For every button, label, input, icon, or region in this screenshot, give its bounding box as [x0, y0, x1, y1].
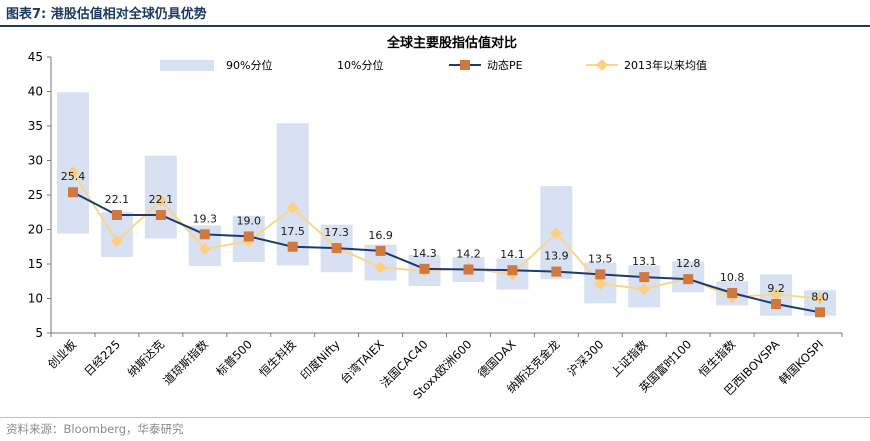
y-tick-label: 35 [28, 119, 43, 133]
percentile-band [56, 92, 89, 234]
x-tick-label: 纳斯达克 [125, 337, 168, 380]
x-tick-label: 日经225 [81, 337, 123, 379]
avg-point [814, 292, 827, 305]
pe-data-label: 17.3 [324, 226, 349, 239]
avg-point [66, 166, 79, 179]
avg-point [550, 226, 563, 239]
pe-point [67, 187, 78, 198]
x-tick-label: 道琼斯指数 [160, 337, 211, 388]
pe-point [155, 210, 166, 221]
pe-point [375, 245, 386, 256]
pe-point [111, 210, 122, 221]
avg-point [374, 261, 387, 274]
y-tick-label: 40 [28, 85, 43, 99]
pe-point [463, 264, 474, 275]
avg-point [638, 282, 651, 295]
pe-data-label: 14.3 [412, 247, 437, 260]
y-tick-label: 10 [28, 292, 43, 306]
y-tick-label: 5 [35, 326, 43, 340]
x-tick-label: 德国DAX [475, 337, 519, 381]
legend-label-10pct: 10%分位 [337, 58, 383, 72]
pe-point [771, 299, 782, 310]
avg-point [770, 288, 783, 301]
avg-series [66, 166, 827, 305]
pe-data-label: 14.1 [500, 248, 525, 261]
y-tick-label: 15 [28, 257, 43, 271]
figure-heading: 图表7: 港股估值相对全球仍具优势 [6, 7, 207, 22]
avg-point [286, 202, 299, 215]
pe-point [815, 307, 826, 318]
pe-point [199, 229, 210, 240]
pe-data-label: 19.0 [237, 214, 262, 227]
y-tick-label: 25 [28, 188, 43, 202]
pe-point [419, 263, 430, 274]
legend-avg-marker [596, 59, 608, 71]
pe-data-label: 19.3 [193, 212, 218, 225]
x-tick-label: 沪深300 [565, 337, 607, 379]
x-tick-label: 印度Nifty [298, 337, 343, 382]
avg-point [198, 242, 211, 255]
pe-point [243, 231, 254, 242]
x-tick-label: 上证指数 [608, 337, 651, 380]
pe-data-label: 10.8 [720, 271, 745, 284]
pe-comparison-chart: 全球主要股指估值对比 90%分位 10%分位 动态PE 2013年以来均值 5 1… [28, 35, 843, 402]
pe-data-label: 8.0 [811, 290, 829, 303]
y-tick-label: 20 [28, 223, 43, 237]
x-tick-label: 创业板 [45, 337, 80, 372]
pe-point [551, 266, 562, 277]
legend-pe-marker [460, 60, 470, 70]
pe-data-label: 22.1 [105, 193, 130, 206]
pe-line [72, 191, 821, 314]
legend-band-swatch [160, 60, 214, 71]
pe-data-label: 13.1 [632, 255, 657, 268]
heading-rule [0, 25, 870, 27]
pe-data-labels: 25.4 22.1 22.1 19.3 19.0 17.5 17.3 16.9 14.3 14.2… [61, 170, 829, 303]
x-tick-label: 恒生指数 [696, 337, 739, 380]
avg-point [110, 235, 123, 248]
x-tick-label: 恒生科技 [256, 337, 299, 380]
y-tick-label: 30 [28, 154, 43, 168]
legend-label-avg: 2013年以来均值 [624, 58, 707, 72]
avg-point [154, 194, 167, 207]
chart-title: 全球主要股指估值对比 [386, 35, 517, 51]
avg-line [72, 171, 821, 300]
pe-point [331, 243, 342, 254]
pe-data-label: 22.1 [149, 193, 174, 206]
legend: 90%分位 10%分位 动态PE 2013年以来均值 [160, 58, 707, 72]
pe-data-label: 9.2 [767, 282, 785, 295]
pe-data-label: 13.5 [588, 252, 613, 265]
x-tick-label: 韩国KOSPI [776, 337, 826, 387]
pe-data-label: 17.5 [280, 225, 305, 238]
y-tick-label: 45 [28, 50, 43, 64]
pe-data-label: 13.9 [544, 250, 569, 263]
percentile-band [276, 123, 309, 266]
pe-data-label: 16.9 [368, 229, 393, 242]
pe-data-label: 12.8 [676, 257, 701, 270]
pe-point [683, 274, 694, 285]
pe-point [727, 287, 738, 298]
pe-point [595, 269, 606, 280]
pe-point [639, 272, 650, 283]
source-rule [0, 417, 870, 418]
pe-point [507, 265, 518, 276]
legend-label-90pct: 90%分位 [226, 58, 272, 72]
pe-data-label: 25.4 [61, 170, 86, 183]
avg-point [594, 278, 607, 291]
source-note: 资料来源：Bloomberg，华泰研究 [6, 422, 184, 436]
legend-label-pe: 动态PE [487, 59, 523, 72]
x-tick-label: 标普500 [213, 337, 255, 379]
pe-data-label: 14.2 [456, 248, 481, 261]
pe-point [287, 241, 298, 252]
axes: 5 10 15 20 25 30 35 40 45 [28, 50, 843, 340]
pe-series [67, 187, 826, 318]
